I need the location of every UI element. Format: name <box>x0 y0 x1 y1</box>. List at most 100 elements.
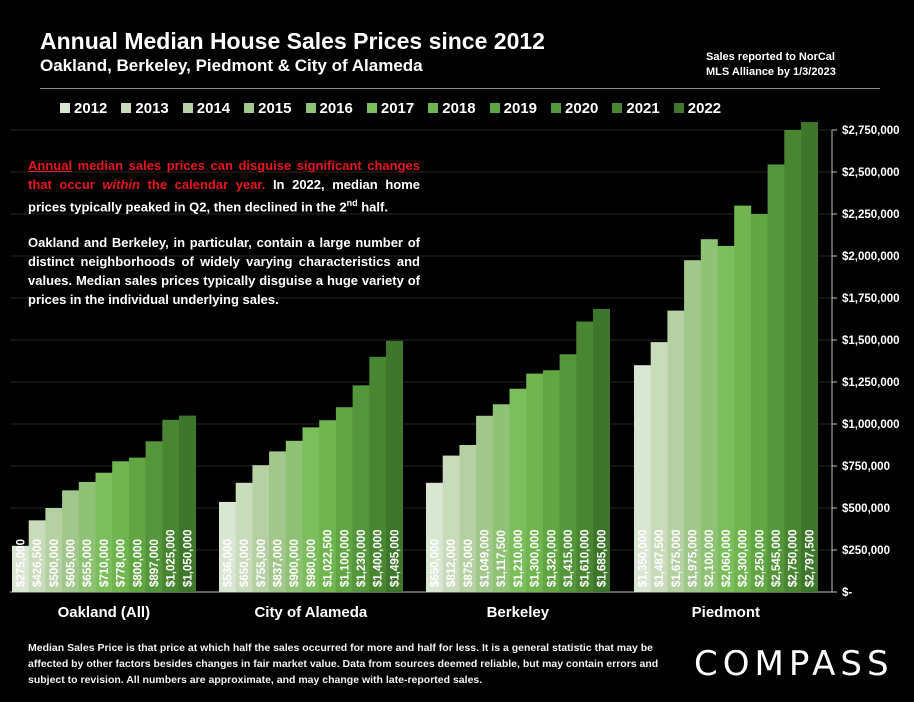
annual-word: Annual <box>28 158 73 173</box>
legend-label: 2012 <box>74 99 108 117</box>
bar-value-label: $2,100,000 <box>704 529 716 587</box>
bar-value-label: $1,022,500 <box>323 529 335 587</box>
legend-item-2022: 2022 <box>673 100 721 117</box>
bar-2018 <box>526 373 544 592</box>
legend-item-2018: 2018 <box>428 100 476 117</box>
bar-value-label: $1,117,500 <box>496 530 508 587</box>
bar-value-label: $800,000 <box>132 539 144 587</box>
bar-2018 <box>734 205 752 592</box>
legend-item-2012: 2012 <box>60 100 107 117</box>
footnote: Median Sales Price is that price at whic… <box>28 642 659 686</box>
y-tick-label: $750,000 <box>842 461 890 473</box>
y-tick-label: $1,500,000 <box>842 335 900 347</box>
bar-2020 <box>145 441 163 592</box>
bar-value-label: $1,350,000 <box>637 529 649 587</box>
bar-2022 <box>801 122 818 593</box>
bar-2020 <box>352 385 370 592</box>
bar-value-label: $837,000 <box>272 539 284 587</box>
commentary-white-b: half. <box>357 199 388 215</box>
bar-2016 <box>700 239 718 592</box>
bar-2014 <box>667 310 685 592</box>
legend-label: 2019 <box>503 99 537 117</box>
y-tick-label: $500,000 <box>842 503 890 515</box>
bar-value-label: $1,230,000 <box>356 529 368 587</box>
commentary-white-a: In 2022, median home prices typically pe… <box>28 177 420 215</box>
bar-2020 <box>559 354 577 592</box>
bar-value-label: $536,000 <box>222 539 234 587</box>
category-label: Oakland (All) <box>58 604 151 621</box>
bar-2012 <box>219 501 236 592</box>
bar-value-label: $875,000 <box>463 539 475 587</box>
bar-2021 <box>576 321 594 592</box>
bar-value-label: $1,300,000 <box>530 529 542 587</box>
legend-item-2014: 2014 <box>182 99 231 117</box>
legend-swatch <box>121 103 132 113</box>
bar-value-label: $900,000 <box>289 539 301 587</box>
bar-2019 <box>750 214 768 592</box>
bar-2019 <box>335 407 353 592</box>
compass-logo: COMPASS <box>694 644 894 684</box>
bar-2012 <box>426 482 443 592</box>
header-divider <box>40 88 880 89</box>
bar-2015 <box>269 451 287 592</box>
bar-2017 <box>302 427 320 592</box>
superscript-nd: nd <box>346 198 358 208</box>
bar-value-label: $1,210,000 <box>513 529 525 587</box>
commentary-paragraph-1: Annual median sales prices can disguise … <box>28 156 420 216</box>
category-label: City of Alameda <box>254 604 367 621</box>
legend-label: 2017 <box>380 99 415 117</box>
bar-value-label: $1,487,500 <box>654 529 666 587</box>
bar-2018 <box>112 461 130 592</box>
legend: 2012 2013 2014 2015 2016 2017 2018 2019 2020 2021… <box>60 97 735 119</box>
bar-value-label: $1,975,000 <box>687 529 699 587</box>
bar-2016 <box>492 404 510 592</box>
legend-swatch <box>673 103 684 113</box>
bar-2022 <box>179 415 196 592</box>
legend-item-2015: 2015 <box>244 99 292 117</box>
bar-value-label: $2,250,000 <box>754 529 766 587</box>
bar-value-label: $1,495,000 <box>389 529 401 587</box>
bar-value-label: $1,025,000 <box>166 529 178 587</box>
bar-value-label: $650,000 <box>429 539 441 587</box>
bar-2012 <box>634 365 651 592</box>
legend-swatch <box>305 103 316 113</box>
bar-2021 <box>162 419 180 592</box>
commentary-paragraph-2: Oakland and Berkeley, in particular, con… <box>28 235 420 308</box>
bar-2015 <box>62 490 80 592</box>
bar-value-label: $1,685,000 <box>596 529 608 587</box>
source-note: Sales reported to NorCal MLS Alliance by… <box>706 50 876 80</box>
legend-label: 2016 <box>319 99 353 117</box>
bar-value-label: $650,000 <box>239 539 251 587</box>
y-tick-label: $2,250,000 <box>842 209 900 221</box>
bar-value-label: $812,000 <box>446 539 458 587</box>
legend-item-2013: 2013 <box>121 100 169 117</box>
bar-2017 <box>509 388 527 592</box>
y-tick-label: $2,000,000 <box>842 251 900 263</box>
legend-label: 2014 <box>196 99 231 117</box>
bar-value-label: $655,000 <box>82 539 94 587</box>
bar-value-label: $2,300,000 <box>738 529 750 587</box>
bar-value-label: $275,000 <box>15 539 27 587</box>
y-tick-label: $2,750,000 <box>842 125 900 137</box>
bar-2013 <box>235 482 253 592</box>
bar-value-label: $897,000 <box>149 539 161 587</box>
y-tick-label: $250,000 <box>842 545 890 557</box>
source-line-2: MLS Alliance by 1/3/2023 <box>706 66 836 78</box>
y-tick-label: $2,500,000 <box>842 167 900 179</box>
bar-2013 <box>442 455 460 592</box>
bar-value-label: $2,750,000 <box>788 529 800 587</box>
bar-2014 <box>252 465 270 592</box>
category-label: Berkeley <box>487 604 550 621</box>
bar-2019 <box>128 457 146 592</box>
legend-item-2016: 2016 <box>305 99 353 117</box>
y-tick-label: $- <box>842 587 852 599</box>
y-tick-label: $1,000,000 <box>842 419 900 431</box>
bar-value-label: $1,050,000 <box>182 529 194 587</box>
legend-label: 2015 <box>258 99 292 117</box>
bar-value-label: $1,320,000 <box>546 529 558 587</box>
bar-value-label: $1,400,000 <box>373 529 385 587</box>
commentary-red-b: the calendar year. <box>139 177 266 192</box>
legend-item-2021: 2021 <box>612 100 660 117</box>
bar-value-label: $2,797,500 <box>804 529 816 587</box>
bar-2016 <box>78 481 96 592</box>
